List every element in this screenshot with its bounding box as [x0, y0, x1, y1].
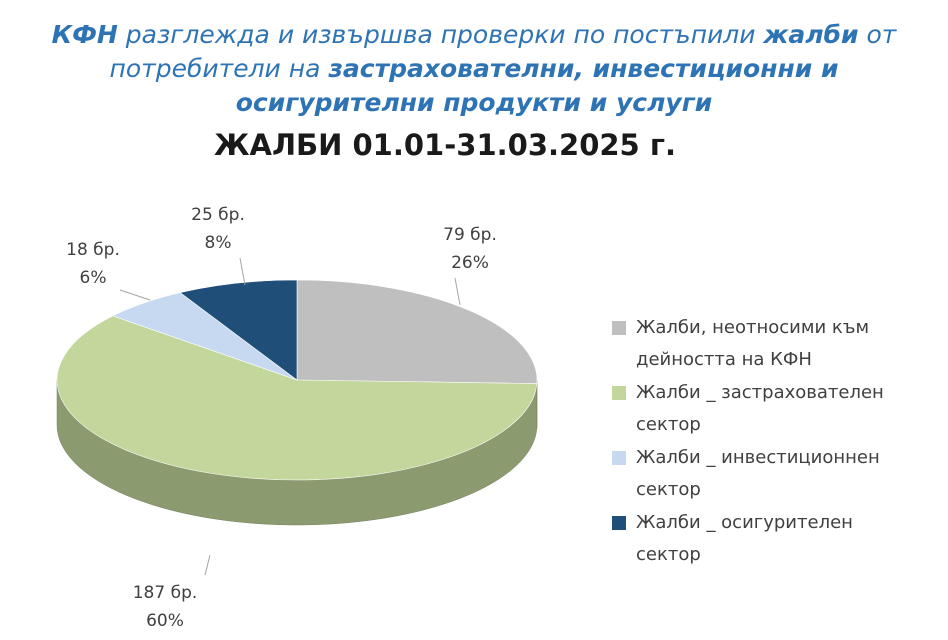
leader-line — [119, 289, 151, 301]
pie-slice — [296, 279, 538, 384]
heading-part: застрахователни, инвестиционни и осигури… — [235, 54, 839, 117]
chart-title: ЖАЛБИ 01.01-31.03.2025 г. — [214, 128, 676, 162]
percent-label: 6% — [80, 268, 107, 288]
legend-label: Жалби _ осигурителен сектор — [636, 512, 853, 565]
value-label: 79 бр. — [443, 225, 497, 245]
legend-label: Жалби _ инвестиционнен сектор — [636, 447, 880, 500]
heading-part: КФН — [51, 20, 118, 49]
value-label: 187 бр. — [133, 583, 198, 603]
legend-item: Жалби, неотносими към дейността на КФН — [612, 312, 912, 377]
value-label: 18 бр. — [66, 240, 120, 260]
heading: КФН разглежда и извършва проверки по пос… — [30, 18, 918, 120]
percent-label: 60% — [146, 611, 184, 631]
leader-line — [204, 554, 211, 576]
legend-item: Жалби _ инвестиционнен сектор — [612, 442, 912, 507]
legend-item: Жалби _ осигурителен сектор — [612, 507, 912, 572]
value-label: 25 бр. — [191, 205, 245, 225]
legend-item: Жалби _ застрахователен сектор — [612, 377, 912, 442]
pie-slice — [56, 315, 538, 481]
legend-swatch — [612, 386, 626, 400]
legend-label: Жалби _ застрахователен сектор — [636, 382, 884, 435]
percent-label: 8% — [205, 233, 232, 253]
heading-part: от потребители на — [109, 20, 897, 83]
legend: Жалби, неотносими към дейността на КФН Жа… — [612, 312, 912, 572]
legend-swatch — [612, 516, 626, 530]
pie-slice — [179, 279, 298, 381]
legend-label: Жалби, неотносими към дейността на КФН — [636, 317, 870, 370]
heading-part: жалби — [763, 20, 859, 49]
legend-swatch — [612, 321, 626, 335]
percent-label: 26% — [451, 253, 489, 273]
legend-swatch — [612, 451, 626, 465]
heading-part: разглежда и извършва проверки по постъпи… — [117, 20, 764, 49]
leader-line — [454, 277, 461, 306]
leader-line — [239, 257, 246, 286]
